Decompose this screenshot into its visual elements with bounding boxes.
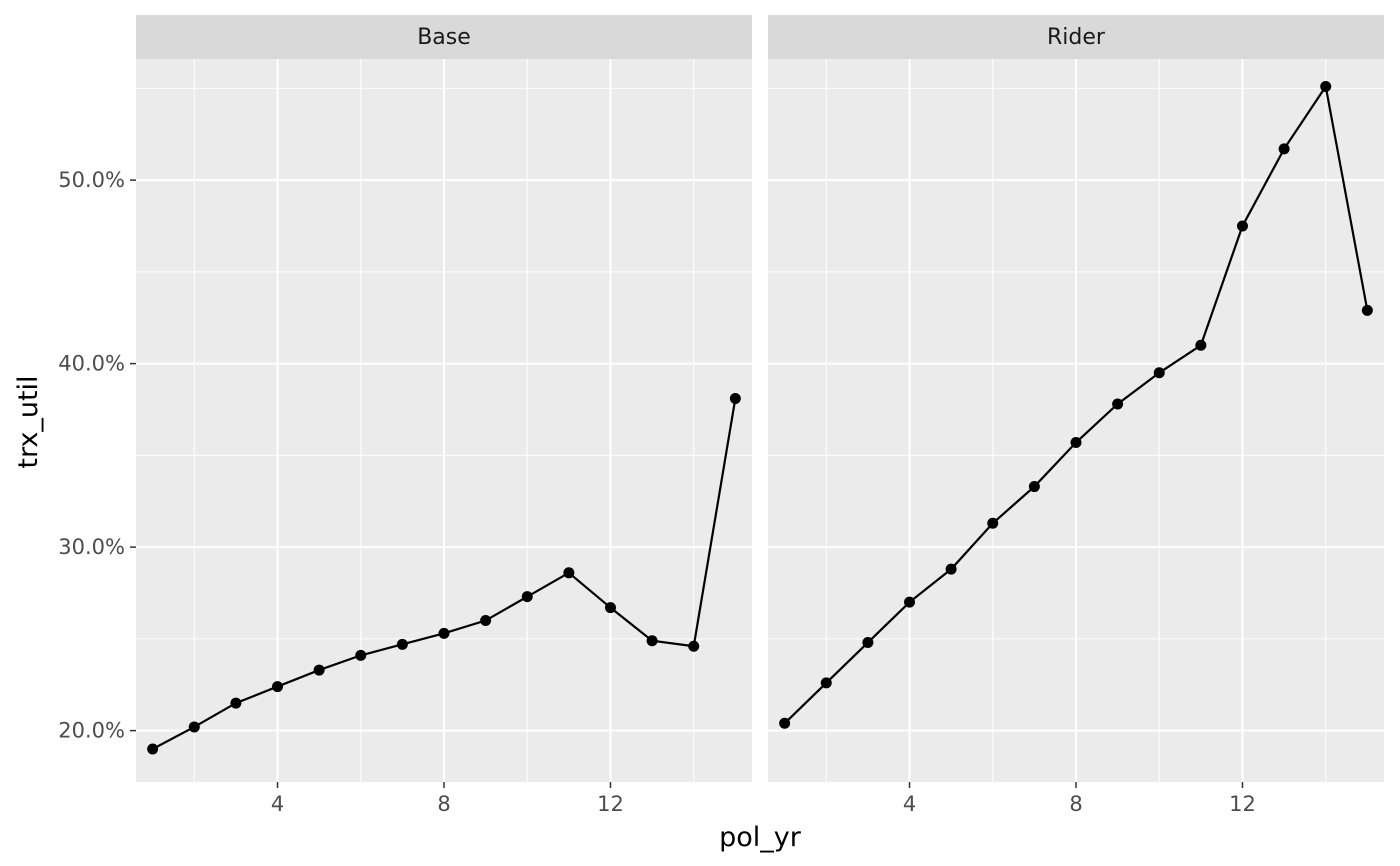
data-point bbox=[272, 681, 284, 693]
facet-base: Base 4 8 12 bbox=[136, 15, 752, 816]
y-tick-label: 50.0% bbox=[58, 168, 125, 192]
x-tick-label: 8 bbox=[437, 792, 450, 816]
data-point bbox=[396, 638, 408, 650]
data-point bbox=[147, 743, 159, 755]
x-tick-label: 12 bbox=[597, 792, 624, 816]
data-point bbox=[1361, 304, 1373, 316]
data-point bbox=[1320, 81, 1332, 93]
data-point bbox=[521, 591, 533, 603]
y-tick-label: 40.0% bbox=[58, 352, 125, 376]
facet-strip bbox=[136, 15, 752, 59]
x-tick-label: 4 bbox=[903, 792, 916, 816]
data-point bbox=[646, 635, 658, 647]
x-tick-label: 8 bbox=[1069, 792, 1082, 816]
data-point bbox=[904, 596, 916, 608]
data-point bbox=[862, 637, 874, 649]
data-point bbox=[1236, 220, 1248, 232]
facet-panels: Base 4 8 12 Rider 4 8 12 bbox=[136, 15, 1384, 816]
data-point bbox=[480, 615, 492, 627]
y-tick-label: 20.0% bbox=[58, 719, 125, 743]
x-axis-title: pol_yr bbox=[719, 822, 802, 853]
data-point bbox=[438, 627, 450, 639]
data-point bbox=[230, 697, 242, 709]
facet-strip-label: Rider bbox=[1047, 25, 1106, 50]
data-point bbox=[1112, 398, 1124, 410]
data-point bbox=[945, 563, 957, 575]
data-point bbox=[188, 721, 200, 733]
x-tick-label: 4 bbox=[271, 792, 284, 816]
y-axis: 20.0% 30.0% 40.0% 50.0% bbox=[58, 168, 136, 743]
x-tick-label: 12 bbox=[1229, 792, 1256, 816]
facet-strip bbox=[768, 15, 1384, 59]
data-point bbox=[1195, 339, 1207, 351]
data-point bbox=[820, 677, 832, 689]
data-point bbox=[1028, 481, 1040, 493]
data-point bbox=[779, 717, 791, 729]
y-tick-label: 30.0% bbox=[58, 535, 125, 559]
data-point bbox=[604, 602, 616, 614]
data-point bbox=[987, 517, 999, 529]
facet-rider: Rider 4 8 12 bbox=[768, 15, 1384, 816]
data-point bbox=[1153, 367, 1165, 379]
data-point bbox=[563, 567, 575, 579]
data-point bbox=[355, 649, 367, 661]
data-point bbox=[313, 664, 325, 676]
data-point bbox=[1278, 143, 1290, 155]
data-point bbox=[688, 640, 700, 652]
y-axis-title: trx_util bbox=[13, 375, 44, 468]
facet-strip-label: Base bbox=[417, 25, 471, 50]
data-point bbox=[729, 392, 741, 404]
data-point bbox=[1070, 437, 1082, 449]
